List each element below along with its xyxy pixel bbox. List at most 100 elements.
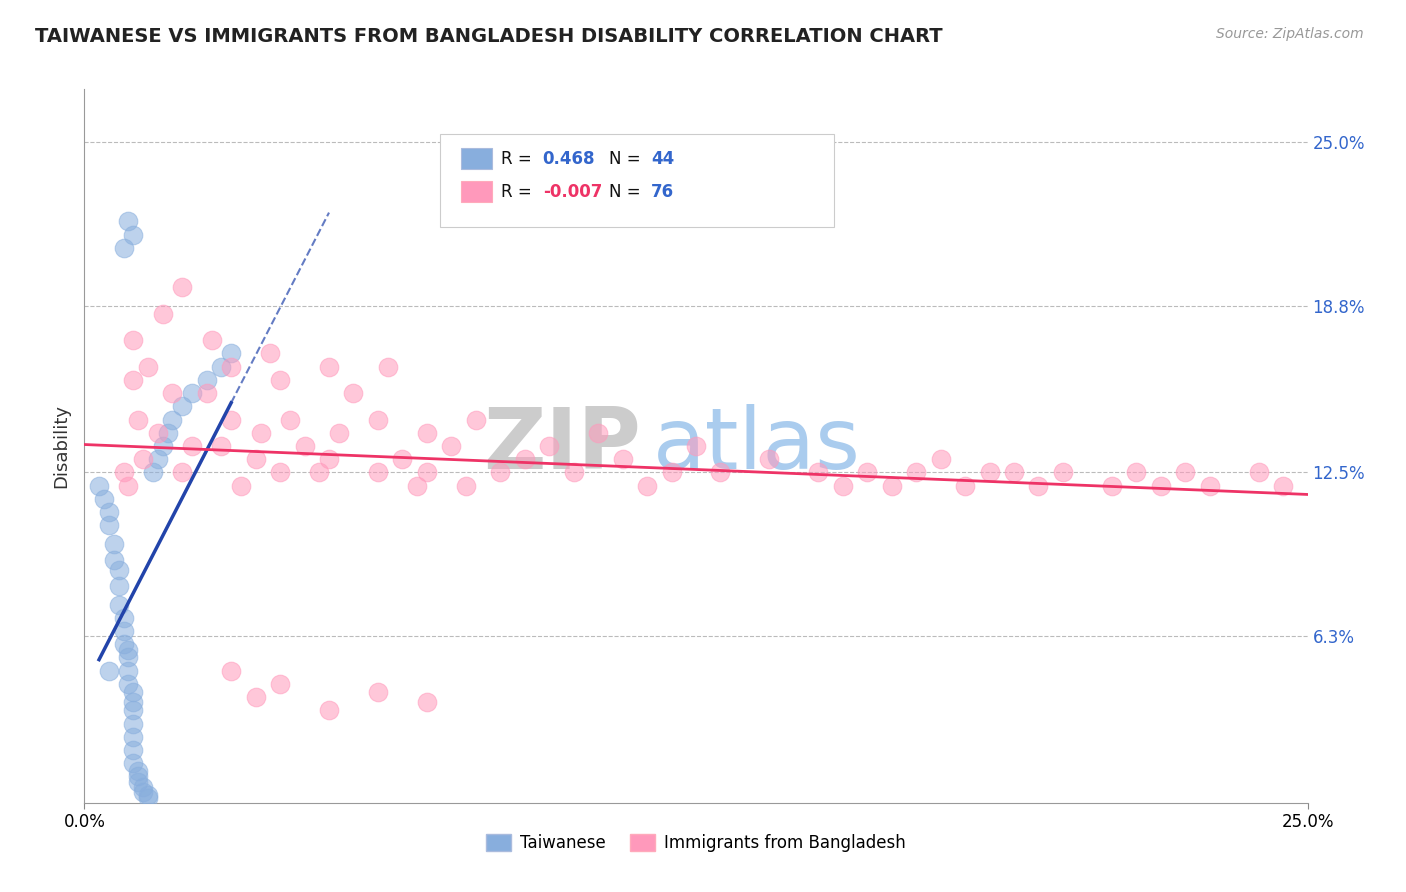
Point — [209, 359, 232, 374]
Point — [97, 505, 120, 519]
Point — [1272, 478, 1295, 492]
Point — [132, 452, 155, 467]
Point — [156, 425, 179, 440]
Point — [117, 664, 139, 678]
Point — [117, 214, 139, 228]
Point — [464, 412, 486, 426]
Point — [367, 466, 389, 480]
Point — [122, 756, 145, 771]
Point — [259, 346, 281, 360]
Text: R =: R = — [501, 183, 531, 201]
Point — [122, 373, 145, 387]
Point — [391, 452, 413, 467]
Point — [269, 677, 291, 691]
Point — [1150, 478, 1173, 492]
Point — [1198, 478, 1220, 492]
Point — [416, 425, 439, 440]
Point — [127, 412, 149, 426]
Point — [318, 359, 340, 374]
Point — [538, 439, 561, 453]
Text: N =: N = — [609, 183, 640, 201]
Point — [146, 452, 169, 467]
Point — [454, 478, 477, 492]
Point — [172, 280, 194, 294]
Point — [136, 788, 159, 802]
Point — [758, 452, 780, 467]
Text: R =: R = — [501, 150, 531, 168]
Point — [195, 386, 218, 401]
Point — [122, 716, 145, 731]
Point — [440, 439, 463, 453]
Point — [122, 695, 145, 709]
Point — [807, 466, 830, 480]
Point — [112, 466, 135, 480]
Point — [162, 386, 184, 401]
Point — [249, 425, 271, 440]
Point — [880, 478, 903, 492]
Point — [97, 664, 120, 678]
Point — [172, 400, 194, 414]
Point — [612, 452, 634, 467]
Point — [586, 425, 609, 440]
Point — [489, 466, 512, 480]
Point — [1125, 466, 1147, 480]
Point — [93, 491, 115, 506]
Point — [406, 478, 429, 492]
Text: 44: 44 — [651, 150, 675, 168]
Text: Source: ZipAtlas.com: Source: ZipAtlas.com — [1216, 27, 1364, 41]
Point — [122, 730, 145, 744]
Point — [294, 439, 316, 453]
Point — [122, 333, 145, 347]
Point — [107, 563, 129, 577]
Point — [1002, 466, 1025, 480]
Point — [132, 785, 155, 799]
Point — [112, 624, 135, 638]
Point — [416, 466, 439, 480]
Point — [127, 774, 149, 789]
Text: -0.007: -0.007 — [543, 183, 602, 201]
Point — [245, 452, 267, 467]
Point — [122, 685, 145, 699]
Point — [219, 359, 242, 374]
Point — [122, 743, 145, 757]
Point — [269, 466, 291, 480]
Point — [308, 466, 330, 480]
Point — [513, 452, 536, 467]
Point — [229, 478, 252, 492]
Point — [103, 552, 125, 566]
Point — [245, 690, 267, 704]
Point — [219, 664, 242, 678]
Text: atlas: atlas — [654, 404, 860, 488]
Point — [328, 425, 350, 440]
Point — [122, 227, 145, 242]
Point — [122, 703, 145, 717]
Point — [856, 466, 879, 480]
Point — [172, 466, 194, 480]
Legend: Taiwanese, Immigrants from Bangladesh: Taiwanese, Immigrants from Bangladesh — [479, 827, 912, 859]
Point — [117, 650, 139, 665]
Point — [562, 466, 585, 480]
Point — [661, 466, 683, 480]
Point — [117, 677, 139, 691]
Point — [209, 439, 232, 453]
Point — [367, 412, 389, 426]
Point — [953, 478, 976, 492]
Text: 0.468: 0.468 — [543, 150, 595, 168]
Point — [1174, 466, 1197, 480]
Point — [367, 685, 389, 699]
Point — [87, 478, 110, 492]
Point — [709, 466, 731, 480]
Point — [416, 695, 439, 709]
Y-axis label: Disability: Disability — [52, 404, 70, 488]
Point — [117, 642, 139, 657]
Point — [636, 478, 658, 492]
Point — [107, 598, 129, 612]
Text: 76: 76 — [651, 183, 673, 201]
Point — [107, 579, 129, 593]
Point — [181, 386, 204, 401]
Point — [219, 412, 242, 426]
Text: TAIWANESE VS IMMIGRANTS FROM BANGLADESH DISABILITY CORRELATION CHART: TAIWANESE VS IMMIGRANTS FROM BANGLADESH … — [35, 27, 943, 45]
Point — [117, 478, 139, 492]
Point — [127, 764, 149, 778]
Point — [152, 307, 174, 321]
